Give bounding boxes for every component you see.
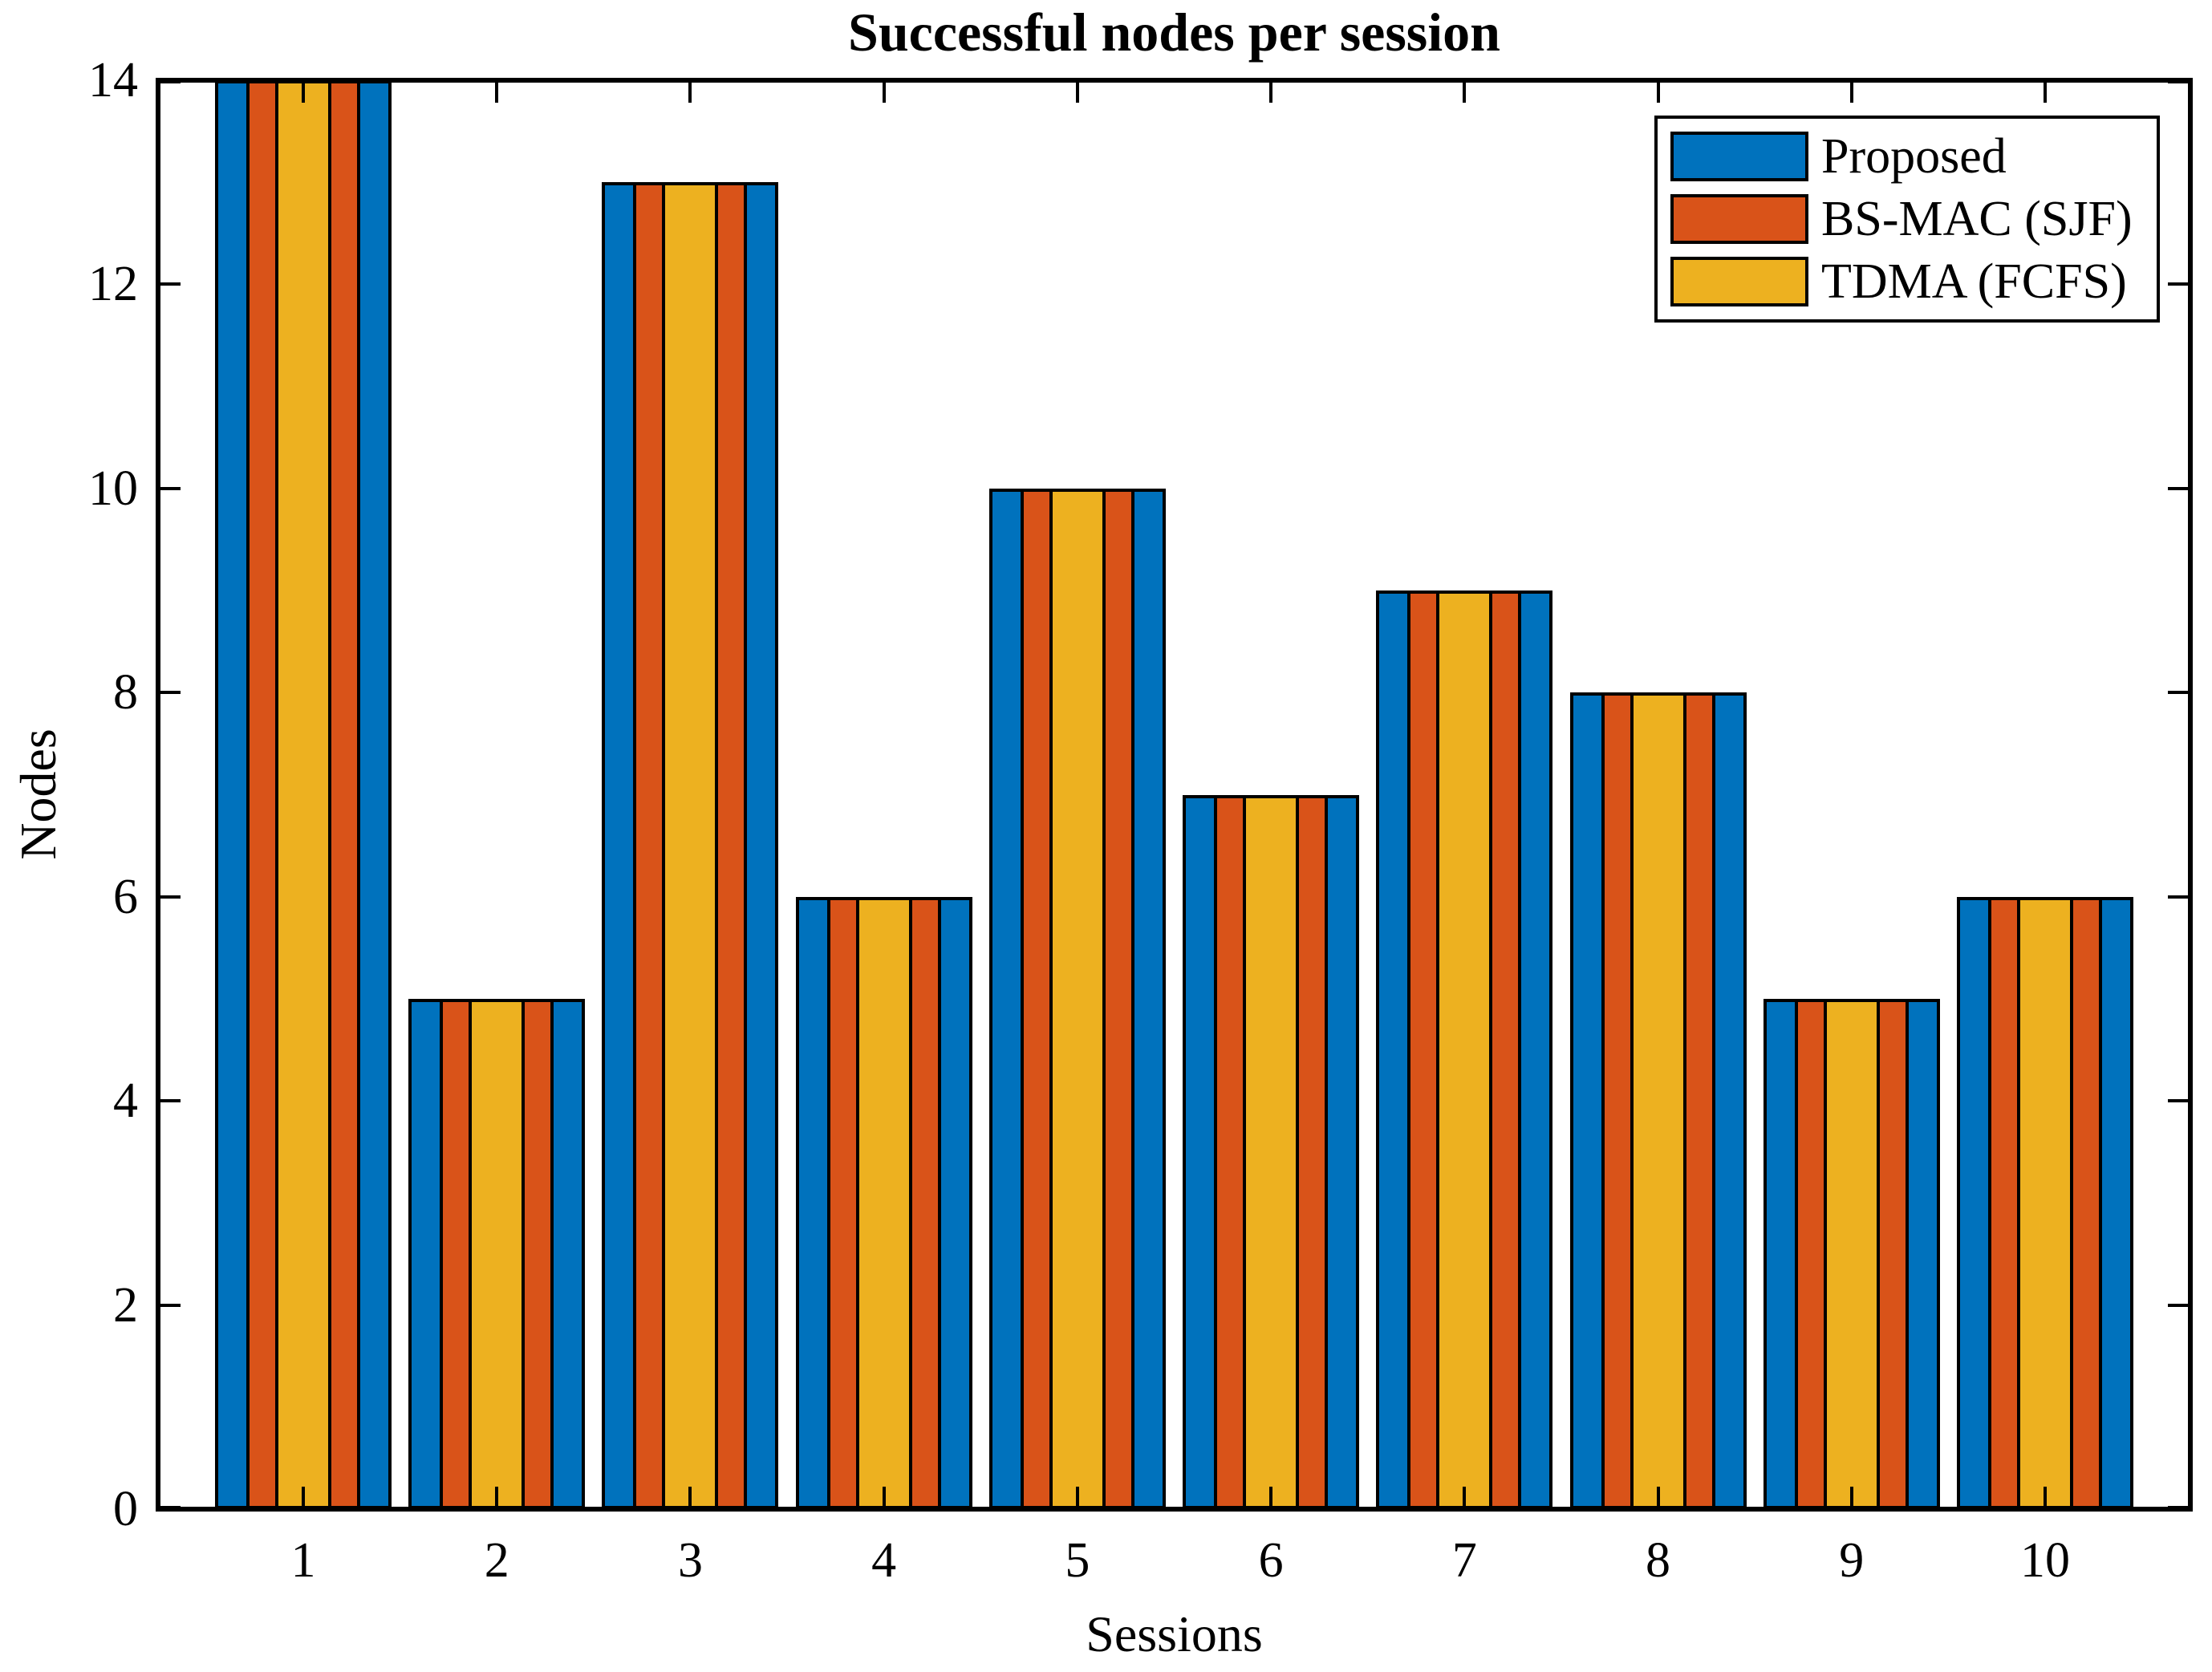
- x-tick-bottom-2: [495, 1487, 499, 1509]
- x-tick-top-7: [1463, 80, 1467, 103]
- y-tick-left-6: [158, 895, 181, 899]
- x-tick-bottom-6: [1269, 1487, 1273, 1509]
- bar-tdma-fcfs-session-3: [662, 182, 719, 1509]
- legend-swatch-proposed: [1670, 132, 1808, 181]
- y-tick-left-12: [158, 282, 181, 286]
- x-tick-label-8: 8: [1646, 1533, 1671, 1588]
- bar-tdma-fcfs-session-6: [1243, 794, 1300, 1509]
- bar-tdma-fcfs-session-8: [1630, 692, 1686, 1509]
- y-tick-right-14: [2168, 80, 2190, 83]
- x-tick-top-5: [1075, 80, 1079, 103]
- x-tick-top-4: [882, 80, 886, 103]
- legend-swatch-bs-mac-sjf: [1670, 194, 1808, 244]
- y-tick-label-12: 12: [88, 257, 138, 312]
- chart-title: Successful nodes per session: [848, 2, 1500, 63]
- x-tick-label-1: 1: [290, 1533, 316, 1588]
- y-tick-label-10: 10: [88, 461, 138, 516]
- y-tick-left-10: [158, 486, 181, 490]
- x-tick-label-5: 5: [1065, 1533, 1090, 1588]
- bar-tdma-fcfs-session-2: [469, 998, 526, 1509]
- x-tick-label-2: 2: [484, 1533, 509, 1588]
- y-tick-right-2: [2168, 1303, 2190, 1307]
- y-tick-label-4: 4: [113, 1073, 138, 1129]
- y-tick-label-2: 2: [113, 1277, 138, 1333]
- x-tick-top-8: [1656, 80, 1660, 103]
- x-tick-bottom-1: [302, 1487, 305, 1509]
- y-tick-left-8: [158, 691, 181, 695]
- legend: Proposed BS-MAC (SJF) TDMA (FCFS): [1654, 116, 2160, 323]
- bar-tdma-fcfs-session-1: [275, 80, 331, 1509]
- x-tick-top-2: [495, 80, 499, 103]
- y-tick-label-6: 6: [113, 869, 138, 924]
- y-tick-label-0: 0: [113, 1482, 138, 1536]
- bar-tdma-fcfs-session-4: [855, 896, 912, 1509]
- bar-tdma-fcfs-session-7: [1436, 590, 1493, 1509]
- y-tick-right-8: [2168, 691, 2190, 695]
- legend-label-tdma-fcfs: TDMA (FCFS): [1821, 254, 2127, 309]
- bar-tdma-fcfs-session-5: [1049, 488, 1106, 1509]
- y-tick-left-0: [158, 1506, 181, 1509]
- x-tick-bottom-10: [2044, 1487, 2047, 1509]
- x-tick-bottom-3: [688, 1487, 692, 1509]
- x-tick-top-9: [1849, 80, 1853, 103]
- y-axis-label: Nodes: [10, 728, 67, 860]
- x-tick-label-7: 7: [1451, 1533, 1477, 1588]
- x-tick-label-3: 3: [677, 1533, 703, 1588]
- legend-row: BS-MAC (SJF): [1670, 194, 2157, 244]
- y-tick-right-6: [2168, 895, 2190, 899]
- y-tick-right-12: [2168, 282, 2190, 286]
- x-tick-top-6: [1269, 80, 1273, 103]
- plot-area: [156, 78, 2193, 1512]
- x-tick-label-4: 4: [871, 1533, 897, 1588]
- x-tick-label-6: 6: [1258, 1533, 1284, 1588]
- legend-row: Proposed: [1670, 132, 2157, 181]
- x-tick-bottom-4: [882, 1487, 886, 1509]
- x-tick-top-10: [2044, 80, 2047, 103]
- x-tick-label-10: 10: [2020, 1533, 2070, 1588]
- y-tick-label-14: 14: [88, 53, 138, 108]
- x-tick-label-9: 9: [1839, 1533, 1865, 1588]
- y-tick-right-4: [2168, 1099, 2190, 1103]
- x-tick-bottom-9: [1849, 1487, 1853, 1509]
- y-tick-right-0: [2168, 1506, 2190, 1509]
- x-tick-bottom-7: [1463, 1487, 1467, 1509]
- x-tick-bottom-5: [1075, 1487, 1079, 1509]
- legend-row: TDMA (FCFS): [1670, 257, 2157, 306]
- y-tick-right-10: [2168, 486, 2190, 490]
- y-tick-left-4: [158, 1099, 181, 1103]
- y-tick-left-14: [158, 80, 181, 83]
- legend-label-proposed: Proposed: [1821, 129, 2007, 184]
- bar-tdma-fcfs-session-10: [2017, 896, 2073, 1509]
- x-axis-label: Sessions: [1086, 1605, 1263, 1662]
- bar-tdma-fcfs-session-9: [1823, 998, 1880, 1509]
- legend-label-bs-mac-sjf: BS-MAC (SJF): [1821, 192, 2133, 246]
- x-tick-top-1: [302, 80, 305, 103]
- y-tick-left-2: [158, 1303, 181, 1307]
- x-tick-top-3: [688, 80, 692, 103]
- legend-swatch-tdma-fcfs: [1670, 257, 1808, 306]
- x-tick-bottom-8: [1656, 1487, 1660, 1509]
- y-tick-label-8: 8: [113, 665, 138, 720]
